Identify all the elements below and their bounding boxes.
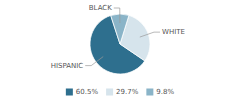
legend-item: 60.5% — [66, 88, 99, 96]
slice-label: HISPANIC — [51, 62, 84, 70]
legend-label: 60.5% — [76, 88, 99, 96]
slice-labels: HISPANIC WHITE BLACK — [51, 4, 185, 70]
legend-item: 29.7% — [106, 88, 139, 96]
slice-label: BLACK — [89, 4, 112, 12]
legend-label: 9.8% — [156, 88, 174, 96]
leader-line — [85, 57, 103, 66]
slice-label: WHITE — [162, 28, 185, 36]
legend-item: 9.8% — [146, 88, 174, 96]
legend-swatch — [66, 89, 73, 96]
legend-label: 29.7% — [116, 88, 139, 96]
legend-swatch — [106, 89, 113, 96]
legend: 60.5% 29.7% 9.8% — [66, 88, 175, 96]
leader-line — [114, 8, 120, 23]
pie — [90, 14, 150, 74]
legend-swatch — [146, 89, 153, 96]
leader-line — [140, 32, 160, 37]
chart: HISPANIC WHITE BLACK 60.5% 29.7% 9.8% — [0, 0, 240, 100]
